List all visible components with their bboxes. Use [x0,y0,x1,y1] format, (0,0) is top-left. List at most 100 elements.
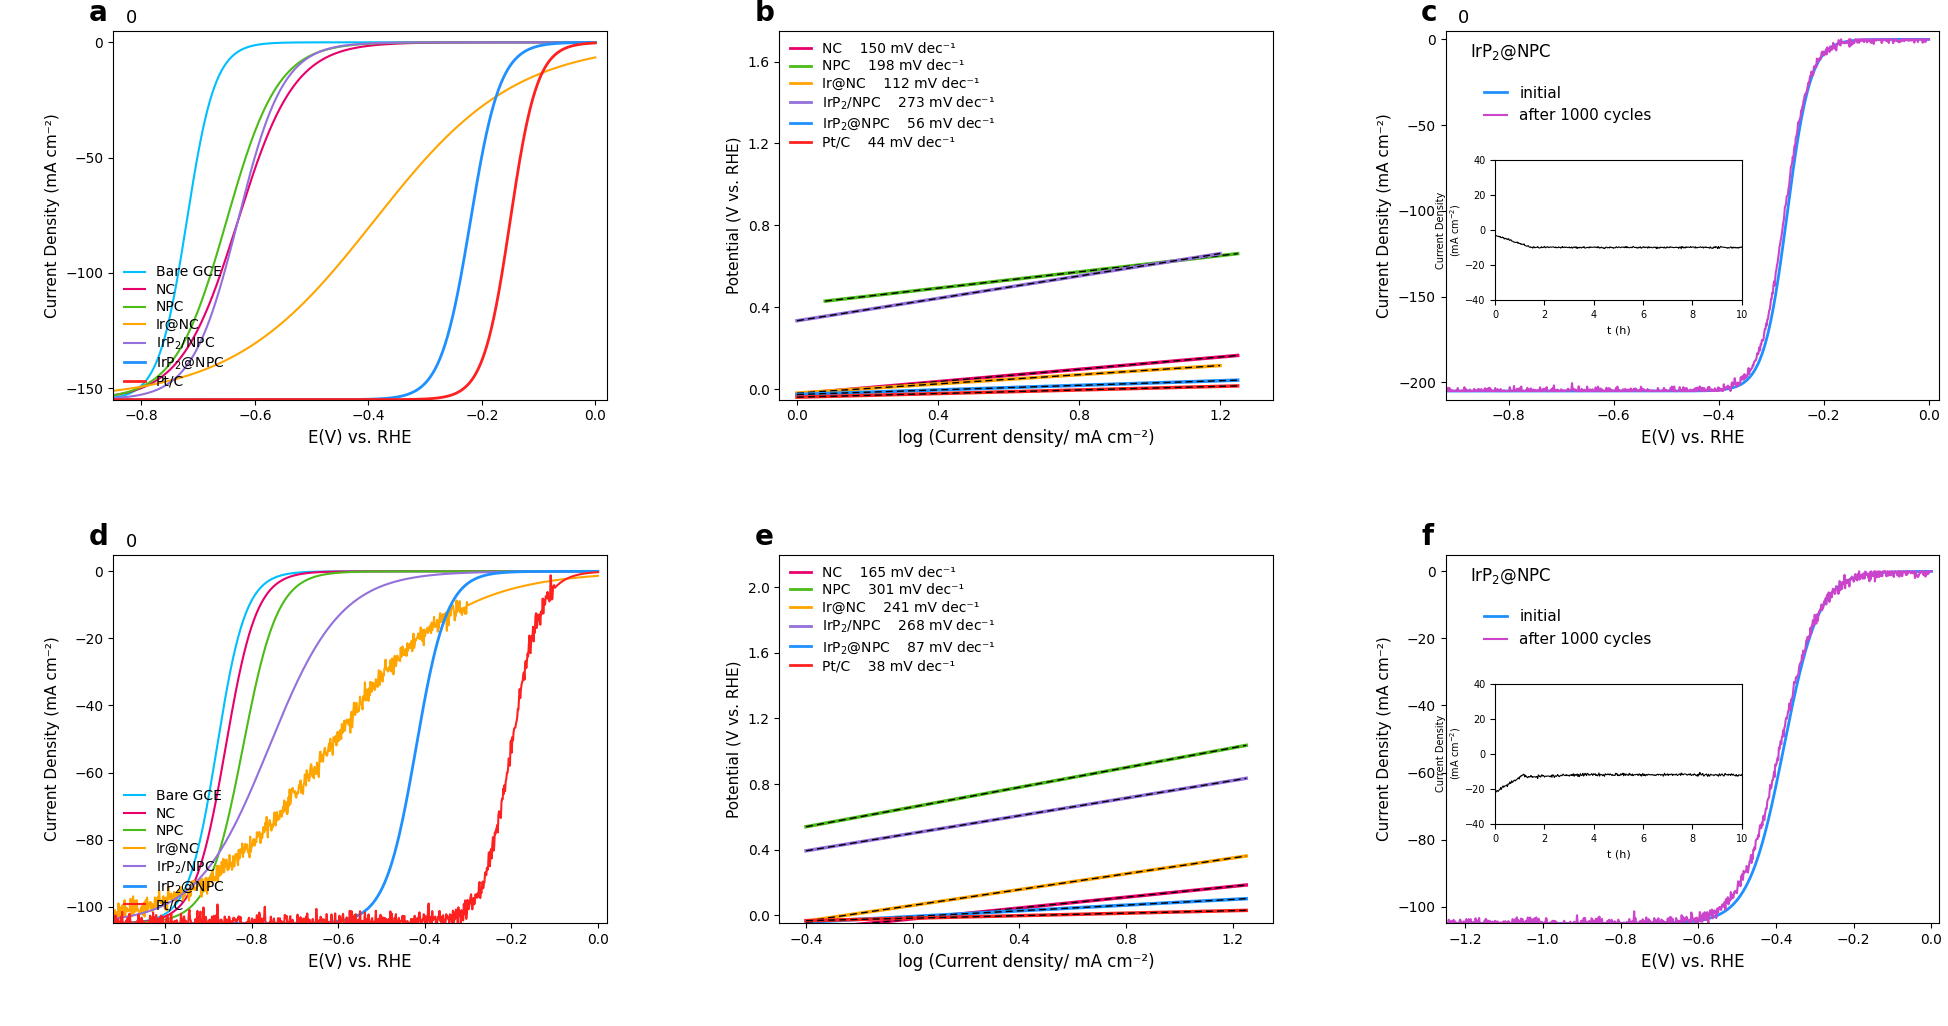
Pt/C [101,917,125,930]
initial [1849,34,1872,46]
initial [1919,565,1942,578]
NC [382,565,405,578]
Bare GCE [101,392,125,404]
Bare GCE [516,36,540,48]
IrP$_2$@NPC [409,708,432,720]
IrP$_2$@NPC [518,565,542,578]
NC [101,917,125,930]
IrP$_2$@NPC [409,382,432,394]
Line: IrP$_2$/NPC: IrP$_2$/NPC [113,42,594,398]
Line: initial: initial [1445,571,1930,923]
NPC [101,389,125,401]
Pt/C [516,110,540,122]
after 1000 cycles [1728,377,1751,389]
Pt/C [382,911,405,923]
NPC [131,381,154,393]
initial [1716,903,1740,915]
initial [1434,385,1457,397]
IrP$_2$/NPC [582,36,606,48]
Pt/C [101,394,125,406]
Y-axis label: Current Density (mA cm⁻²): Current Density (mA cm⁻²) [45,113,60,318]
Ir@NC [132,899,156,911]
Bare GCE [586,565,610,578]
Legend: NC    150 mV dec⁻¹, NPC    198 mV dec⁻¹, Ir@NC    112 mV dec⁻¹, IrP$_2$/NPC    2: NC 150 mV dec⁻¹, NPC 198 mV dec⁻¹, Ir@NC… [785,38,999,154]
Line: initial: initial [1445,39,1929,391]
Text: IrP$_2$@NPC: IrP$_2$@NPC [1469,566,1551,586]
NPC [586,565,610,578]
Bare GCE [409,565,432,578]
Line: after 1000 cycles: after 1000 cycles [1445,39,1929,391]
after 1000 cycles [1743,843,1767,856]
initial [1434,917,1457,930]
initial [1714,383,1738,395]
Line: NPC: NPC [113,571,598,923]
initial [1726,380,1749,392]
IrP$_2$/NPC [409,570,432,583]
X-axis label: E(V) vs. RHE: E(V) vs. RHE [1640,953,1743,971]
Ir@NC [468,103,491,115]
NPC [395,565,419,578]
NC [516,36,540,48]
after 1000 cycles [1858,565,1882,578]
IrP$_2$/NPC [382,576,405,588]
Legend: initial, after 1000 cycles: initial, after 1000 cycles [1477,80,1658,129]
after 1000 cycles [1851,35,1874,47]
after 1000 cycles [1463,912,1486,924]
Bare GCE [582,36,606,48]
Pt/C [409,393,432,405]
Legend: Bare GCE, NC, NPC, Ir@NC, IrP$_2$/NPC, IrP$_2$@NPC, Pt/C: Bare GCE, NC, NPC, Ir@NC, IrP$_2$/NPC, I… [121,262,228,393]
initial [1463,385,1486,397]
NC [131,382,154,394]
Pt/C [131,394,154,406]
IrP$_2$@NPC [131,394,154,406]
Pt/C [468,361,491,373]
after 1000 cycles [1434,385,1457,397]
Line: IrP$_2$/NPC: IrP$_2$/NPC [113,571,598,918]
Y-axis label: Current Density (mA cm⁻²): Current Density (mA cm⁻²) [1377,636,1391,841]
initial [1917,33,1940,45]
IrP$_2$@NPC [586,565,610,578]
initial [1802,619,1825,631]
Pt/C [518,647,542,660]
after 1000 cycles [1714,382,1738,394]
NPC [393,37,417,49]
Text: d: d [88,523,109,551]
Line: IrP$_2$@NPC: IrP$_2$@NPC [113,42,594,400]
Bare GCE [101,917,125,930]
NC [131,915,154,928]
initial [1463,917,1486,930]
Pt/C [395,915,419,928]
Ir@NC [384,656,407,668]
NC [469,565,493,578]
IrP$_2$/NPC [101,392,125,404]
IrP$_2$/NPC [131,388,154,400]
Ir@NC [516,73,540,85]
Bare GCE [393,36,417,48]
Y-axis label: Potential (V vs. RHE): Potential (V vs. RHE) [727,136,742,294]
Line: IrP$_2$@NPC: IrP$_2$@NPC [113,571,598,923]
IrP$_2$/NPC [469,566,493,579]
after 1000 cycles [1434,917,1457,930]
NPC [468,36,491,48]
initial [1728,890,1751,902]
IrP$_2$/NPC [586,565,610,578]
Pt/C [469,885,493,898]
after 1000 cycles [1919,565,1942,578]
IrP$_2$@NPC [101,917,125,930]
IrP$_2$/NPC [393,36,417,48]
Line: Pt/C: Pt/C [113,573,598,923]
Pt/C [393,393,417,405]
Ir@NC [582,51,606,64]
NPC [516,36,540,48]
IrP$_2$@NPC [131,917,154,930]
Pt/C [409,917,432,930]
Text: e: e [754,523,773,551]
Line: Bare GCE: Bare GCE [113,42,594,398]
NC [395,565,419,578]
Line: Ir@NC: Ir@NC [113,57,594,391]
X-axis label: log (Current density/ mA cm⁻²): log (Current density/ mA cm⁻²) [898,953,1153,971]
IrP$_2$@NPC [101,394,125,406]
after 1000 cycles [1434,384,1457,396]
Pt/C [131,917,154,930]
Text: f: f [1420,523,1432,551]
